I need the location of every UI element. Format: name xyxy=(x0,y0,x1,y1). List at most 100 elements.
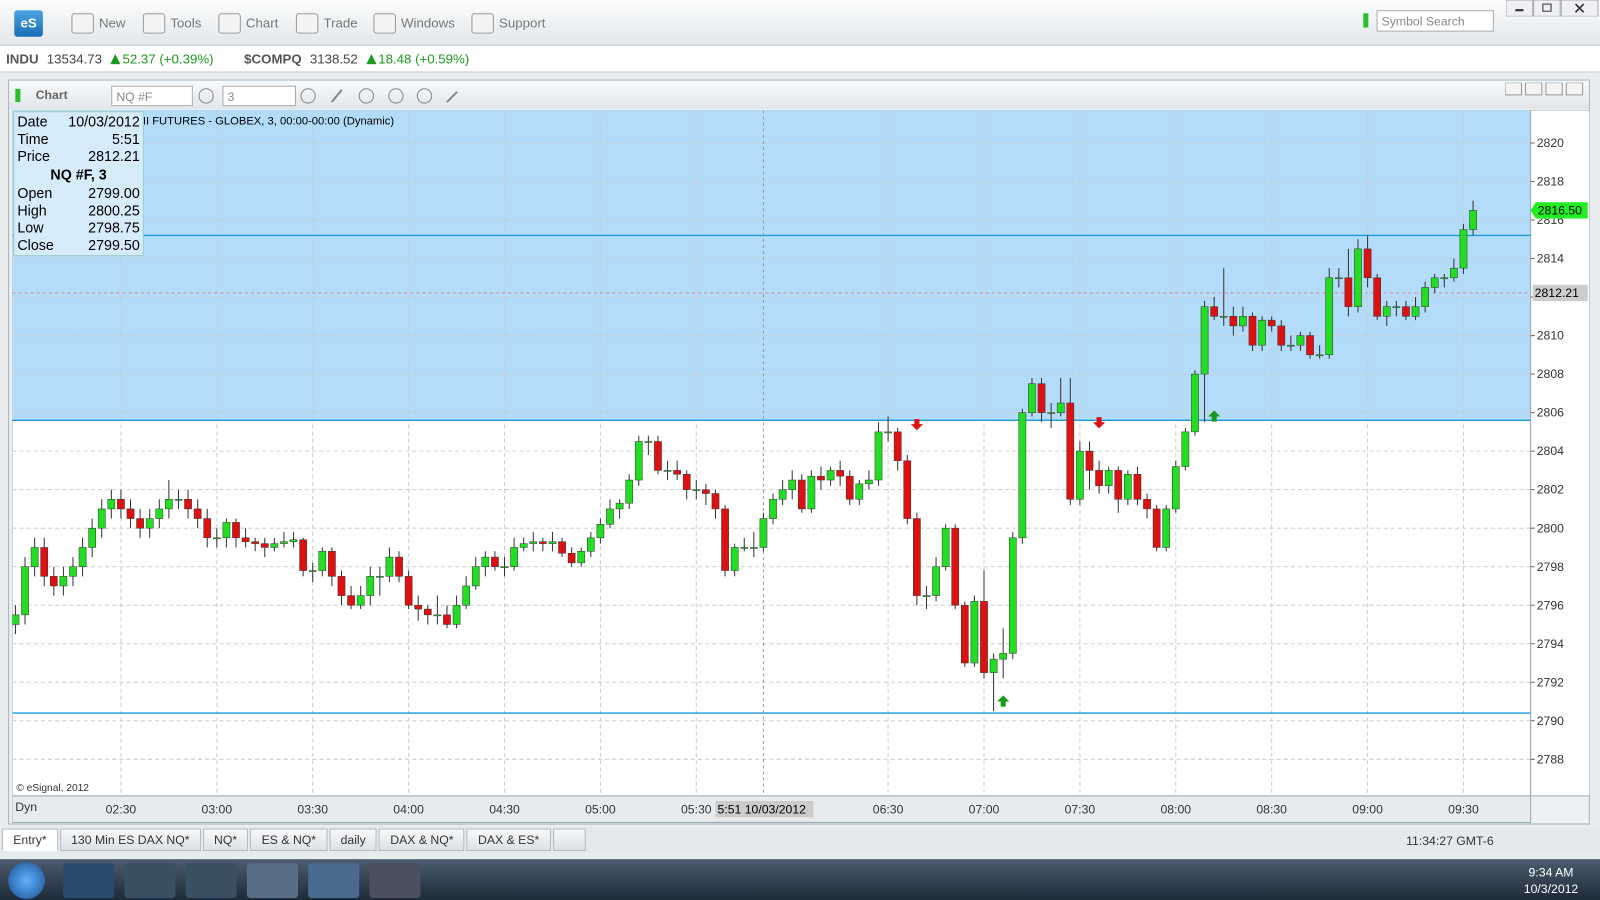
restore[interactable] xyxy=(1533,0,1561,17)
add-tab[interactable] xyxy=(552,828,586,852)
candle-body xyxy=(510,547,518,567)
candle-body xyxy=(260,543,269,548)
symbol-combo[interactable]: NQ #F xyxy=(111,85,193,107)
candle-body xyxy=(1459,229,1468,269)
candle-body xyxy=(1152,508,1161,548)
candle-body xyxy=(730,547,739,571)
info-row: Low 2798.75 xyxy=(17,219,139,236)
ticker-change: 18.48 (+0.59%) xyxy=(365,51,469,66)
y-tick-label: 2820 xyxy=(1537,136,1564,150)
toolbar-button[interactable]: New xyxy=(71,12,126,34)
info-row: Date 10/03/2012 xyxy=(17,113,139,130)
chart-window: Chart NQ #F 3 2788 2790 2792 2794 2796 2798 28… xyxy=(8,79,1590,825)
link-tool[interactable] xyxy=(446,91,458,103)
detach[interactable] xyxy=(1505,82,1522,96)
interval-combo[interactable]: 3 xyxy=(222,85,296,107)
candle-body xyxy=(567,552,576,564)
up-arrow xyxy=(365,53,377,64)
candle-body xyxy=(586,537,595,552)
candle-body xyxy=(1392,306,1401,308)
info-value: 2812.21 xyxy=(88,147,140,165)
candle-body xyxy=(1162,508,1171,548)
candle-body xyxy=(270,543,279,548)
candle-body xyxy=(1076,450,1084,500)
y-tick-label: 2798 xyxy=(1537,560,1564,574)
info-row: Open 2799.00 xyxy=(17,185,139,202)
candle-body xyxy=(615,502,624,510)
candle-body xyxy=(318,551,327,571)
toolbar-button[interactable]: Tools xyxy=(142,12,201,34)
y-tick-label: 2802 xyxy=(1537,483,1564,497)
ticker-change-text: 52.37 (+0.39%) xyxy=(122,51,214,67)
app-logo[interactable]: eS xyxy=(14,10,43,37)
candle-body xyxy=(232,522,240,539)
x-tick-label: 07:00 xyxy=(969,802,1000,816)
study-tool[interactable] xyxy=(358,88,374,104)
candle-body xyxy=(423,608,432,616)
info-heading: NQ #F, 3 xyxy=(50,166,107,183)
candle-body xyxy=(1382,306,1391,317)
toolbar-button[interactable]: Trade xyxy=(295,12,358,34)
tab[interactable]: ES & NQ* xyxy=(250,828,328,852)
clock-time: 9:34 AM xyxy=(1528,865,1574,880)
toolbar-button[interactable]: Chart xyxy=(218,12,278,34)
ticker-bar: INDU 13534.73 52.37 (+0.39%) $COMPQ 3138.52 1… xyxy=(0,45,1600,73)
dyn-label[interactable]: Dyn xyxy=(15,799,38,815)
info-value: 2800.25 xyxy=(88,202,140,219)
last-price-label: 2816.50 xyxy=(1538,203,1582,217)
clock-date: 10/3/2012 xyxy=(1523,881,1579,896)
explorer-icon[interactable] xyxy=(124,863,176,898)
candle-body xyxy=(308,570,317,572)
candle-body xyxy=(347,595,355,606)
x-tick-label: 03:00 xyxy=(202,802,233,816)
tab[interactable]: NQ* xyxy=(202,828,249,852)
network-icon[interactable] xyxy=(246,863,298,898)
button-label: Chart xyxy=(245,15,279,31)
alert-tool[interactable] xyxy=(416,88,433,104)
close[interactable] xyxy=(1565,82,1584,96)
minimize[interactable] xyxy=(1506,0,1534,17)
tab[interactable]: daily xyxy=(329,828,377,852)
window-title: Chart xyxy=(35,87,68,103)
chart-tools xyxy=(198,88,458,104)
candle-body xyxy=(59,576,68,587)
crosshair-time-tag xyxy=(715,801,814,818)
restore[interactable] xyxy=(1545,82,1563,96)
button-icon xyxy=(471,13,494,34)
browser-icon[interactable] xyxy=(63,863,115,898)
tab[interactable]: 130 Min ES DAX NQ* xyxy=(59,828,201,852)
taskbar: 9:34 AM 10/3/2012 xyxy=(0,859,1600,900)
y-tick-label: 2814 xyxy=(1537,252,1564,266)
candle-body xyxy=(385,556,394,577)
candle-body xyxy=(692,489,701,491)
symbol-search[interactable]: Symbol Search xyxy=(1376,10,1494,32)
settings-tool[interactable] xyxy=(198,88,214,104)
candle-body xyxy=(1104,470,1113,487)
start-button[interactable] xyxy=(8,862,45,899)
draw-tool[interactable] xyxy=(330,89,343,103)
candle-body xyxy=(606,508,614,525)
candle-body xyxy=(999,653,1008,660)
candle-body xyxy=(212,537,221,540)
play-tool[interactable] xyxy=(388,88,404,104)
candle-body xyxy=(21,566,29,616)
tab[interactable]: DAX & NQ* xyxy=(379,828,465,852)
toolbar-button[interactable]: Support xyxy=(471,12,545,34)
app-icon[interactable] xyxy=(369,863,421,898)
candle-body xyxy=(443,614,451,625)
y-tick-label: 2794 xyxy=(1537,637,1564,651)
time-tool[interactable] xyxy=(300,88,316,104)
toolbar-button[interactable]: Windows xyxy=(373,12,455,34)
x-tick-label: 09:30 xyxy=(1448,802,1479,816)
candle-body xyxy=(1325,277,1334,356)
media-icon[interactable] xyxy=(185,863,237,898)
esignal-icon[interactable] xyxy=(308,863,360,898)
candle-body xyxy=(328,551,336,577)
candle-body xyxy=(519,543,528,548)
minimize[interactable] xyxy=(1524,82,1543,96)
tab[interactable]: Entry* xyxy=(2,828,58,852)
tab[interactable]: DAX & ES* xyxy=(466,828,551,852)
candle-body xyxy=(673,470,681,475)
x-tick-label: 06:30 xyxy=(873,802,904,816)
candle-body xyxy=(69,566,77,577)
